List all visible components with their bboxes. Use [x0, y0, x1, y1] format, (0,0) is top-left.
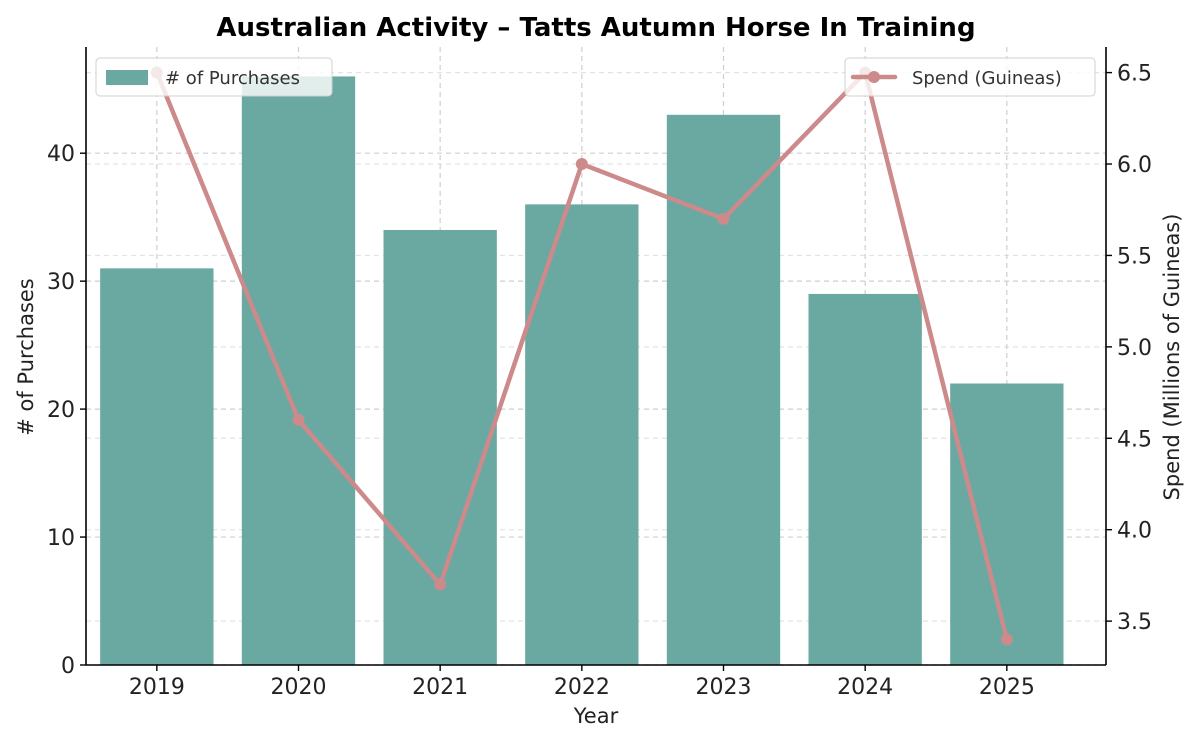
y2-tick-label: 5.0 — [1117, 336, 1152, 361]
legend-line: Spend (Guineas) — [844, 57, 1096, 97]
bar-2019 — [100, 268, 214, 665]
spend-point-2020 — [292, 413, 305, 426]
x-tick-label: 2019 — [129, 675, 185, 700]
y2-tick-label: 6.5 — [1117, 62, 1152, 87]
spend-point-2023 — [717, 212, 730, 225]
y-tick-label: 0 — [61, 654, 75, 679]
legend-bar-swatch — [106, 70, 148, 85]
y-tick-label: 20 — [47, 398, 75, 423]
y-tick-label: 40 — [47, 142, 75, 167]
x-tick-label: 2024 — [837, 675, 893, 700]
x-tick-label: 2025 — [979, 675, 1035, 700]
bar-2022 — [525, 204, 639, 665]
legend-line-frame — [844, 57, 1096, 97]
y2-tick-label: 3.5 — [1117, 610, 1152, 635]
bar-2024 — [808, 293, 922, 665]
legend-bar: # of Purchases — [95, 57, 333, 97]
legend-line-marker — [868, 71, 880, 83]
chart-title: Australian Activity – Tatts Autumn Horse… — [216, 13, 975, 43]
y2-tick-label: 5.5 — [1117, 244, 1152, 269]
bar-2023 — [666, 114, 781, 666]
spend-point-2025 — [1000, 633, 1013, 646]
bar-series — [100, 76, 1064, 666]
bar-2025 — [950, 383, 1064, 665]
spend-point-2022 — [575, 158, 588, 171]
x-tick-label: 2023 — [696, 675, 752, 700]
y2-tick-label: 6.0 — [1117, 153, 1152, 178]
x-tick-label: 2022 — [554, 675, 610, 700]
legend-line-label: Spend (Guineas) — [912, 68, 1062, 89]
y-axis-label: # of Purchases — [14, 278, 38, 436]
x-axis-label: Year — [573, 704, 619, 728]
y-tick-label: 30 — [47, 270, 75, 295]
bar-2020 — [241, 76, 356, 665]
y-tick-label: 10 — [47, 526, 75, 551]
bar-2021 — [383, 229, 497, 666]
spend-point-2021 — [434, 578, 447, 591]
x-tick-label: 2020 — [271, 675, 327, 700]
y2-tick-label: 4.5 — [1117, 427, 1152, 452]
x-tick-label: 2021 — [412, 675, 468, 700]
y2-tick-label: 4.0 — [1117, 519, 1152, 544]
axes: 0 10 20 30 40 3.5 4.0 4.5 5.0 5.5 6.0 6.5 2019 2020 20… — [47, 47, 1152, 700]
y2-axis-label: Spend (Millions of Guineas) — [1160, 214, 1184, 501]
legend-bar-frame — [95, 57, 333, 97]
legend-bar-label: # of Purchases — [165, 68, 300, 89]
